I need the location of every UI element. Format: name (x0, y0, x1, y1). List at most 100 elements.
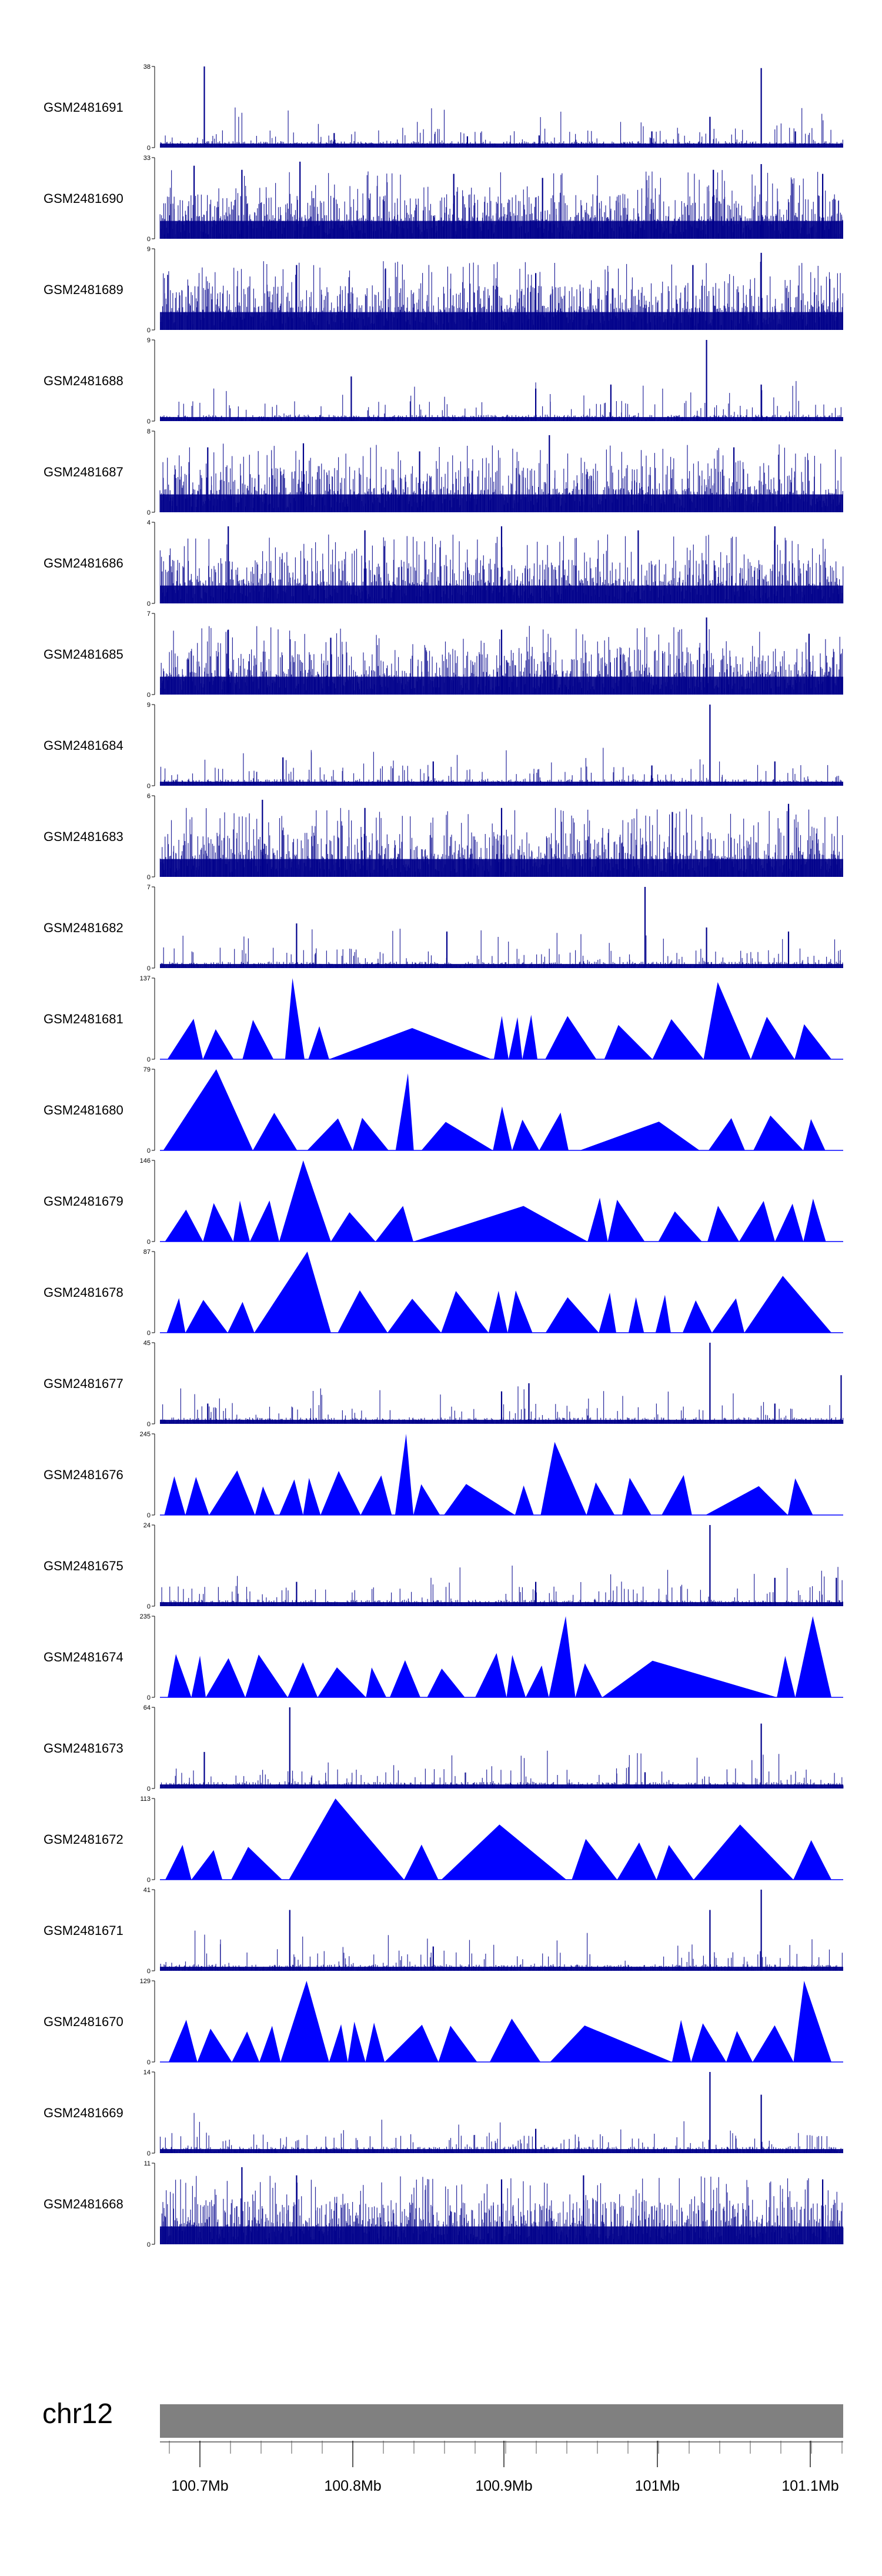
signal-peak (232, 2031, 260, 2062)
track-label: GSM2481668 (44, 2197, 123, 2211)
signal-peak (206, 1658, 246, 1697)
track-label: GSM2481669 (44, 2105, 123, 2120)
signal-peak (707, 1206, 739, 1242)
y-tick-label-zero: 0 (147, 1877, 151, 1884)
signal-peak (550, 2026, 672, 2062)
y-tick-label-max: 9 (147, 246, 151, 253)
y-tick-label-max: 41 (143, 1887, 151, 1894)
track-label: GSM2481691 (44, 100, 123, 115)
signal-peak (366, 1667, 386, 1697)
signal-peak (352, 1117, 389, 1150)
track-GSM2481686: GSM2481686 4 0 (44, 519, 844, 608)
signal-peak (438, 2026, 477, 2062)
signal-peak (793, 1981, 831, 2062)
signal-peak (540, 1442, 587, 1515)
y-tick-label-zero: 0 (147, 1056, 151, 1063)
signal-peak (691, 2023, 727, 2062)
signal-peaks (228, 526, 776, 603)
signal-peak (209, 1470, 255, 1515)
signal-peak (441, 1824, 567, 1880)
signal-peak (385, 2024, 439, 2062)
track-GSM2481687: GSM2481687 8 0 (44, 428, 843, 516)
y-tick-label-zero: 0 (147, 2241, 151, 2248)
y-tick-label-max: 137 (140, 975, 151, 982)
track-GSM2481690: GSM2481690 33 0 (44, 155, 843, 243)
y-tick-label-zero: 0 (147, 1603, 151, 1610)
signal-peak (526, 1665, 549, 1697)
track-label: GSM2481684 (44, 738, 123, 753)
y-tick-label-zero: 0 (147, 145, 151, 152)
signal-peak (545, 1297, 599, 1333)
signal-bars (159, 2113, 843, 2153)
signal-peak (242, 1020, 274, 1059)
signal-peak (348, 2021, 366, 2062)
signal-peak (753, 2025, 794, 2062)
chromosome-label: chr12 (42, 2398, 113, 2430)
signal-peak (360, 1475, 392, 1515)
signal-floor (160, 494, 843, 512)
signal-peak (545, 1016, 597, 1059)
signal-peak (387, 1299, 442, 1333)
signal-peak (726, 2031, 753, 2062)
signal-peak (413, 1484, 440, 1515)
y-tick-label-max: 113 (140, 1796, 151, 1803)
signal-peak (279, 1479, 303, 1515)
signal-peaks (241, 2167, 824, 2244)
signal-peak (493, 1106, 512, 1150)
track-GSM2481691: GSM2481691 38 0 (44, 64, 843, 152)
signal-peak (308, 1026, 329, 1059)
signal-peak (338, 1290, 388, 1333)
signal-peak (744, 1276, 831, 1333)
signal-peak (795, 1616, 831, 1697)
track-label: GSM2481686 (44, 556, 123, 570)
y-tick-label-max: 14 (143, 2069, 151, 2076)
signal-peak (508, 1017, 523, 1059)
signal-peak (375, 1206, 413, 1242)
signal-peak (607, 1200, 645, 1242)
signal-peaks (289, 1890, 762, 1971)
signal-floor (160, 964, 843, 968)
signal-peak (389, 1660, 420, 1697)
track-GSM2481685: GSM2481685 7 0 (44, 610, 843, 699)
signal-peak (803, 1119, 826, 1150)
signal-peak (288, 1662, 318, 1697)
track-GSM2481682: GSM2481682 7 0 (44, 884, 843, 972)
signal-peak (329, 2024, 348, 2062)
signal-peaks (296, 1525, 837, 1606)
track-GSM2481677: GSM2481677 45 0 (44, 1340, 844, 1428)
y-tick-label-zero: 0 (147, 327, 151, 334)
signal-peak (794, 1024, 831, 1059)
signal-bars (160, 748, 843, 786)
signal-peak (602, 1660, 777, 1697)
signal-peak (329, 1028, 492, 1059)
signal-peak (475, 1653, 507, 1697)
track-label: GSM2481679 (44, 1194, 123, 1209)
y-tick-label-zero: 0 (147, 600, 151, 608)
signal-peak (604, 1025, 653, 1059)
y-tick-label-max: 7 (147, 884, 151, 891)
signal-floor (160, 2149, 843, 2153)
signal-peak (507, 1290, 533, 1333)
signal-peak (307, 1118, 353, 1150)
signal-floor (160, 221, 843, 239)
x-tick-label: 101Mb (635, 2478, 680, 2494)
y-tick-label-zero: 0 (147, 236, 151, 243)
y-tick-label-max: 9 (147, 702, 151, 709)
signal-peak (777, 1656, 796, 1697)
track-label: GSM2481687 (44, 465, 123, 479)
signal-peak (203, 1203, 233, 1242)
signal-peak (671, 2020, 691, 2062)
track-label: GSM2481672 (44, 1832, 123, 1847)
signal-peak (493, 1016, 509, 1059)
y-tick-label-zero: 0 (147, 2150, 151, 2157)
y-tick-label-max: 7 (147, 610, 151, 618)
signal-peak (168, 1654, 192, 1697)
signal-peak (489, 2018, 541, 2062)
y-tick-label-max: 38 (143, 64, 151, 71)
signal-peak (587, 1197, 608, 1242)
signal-peak (233, 1200, 250, 1242)
signal-peak (255, 1486, 275, 1515)
track-GSM2481680: GSM2481680 79 0 (44, 1066, 843, 1154)
y-tick-label-zero: 0 (147, 783, 151, 790)
